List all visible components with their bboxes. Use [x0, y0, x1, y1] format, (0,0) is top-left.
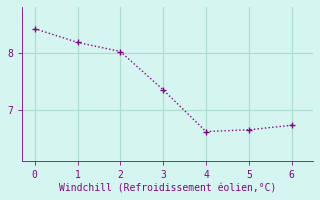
X-axis label: Windchill (Refroidissement éolien,°C): Windchill (Refroidissement éolien,°C): [59, 183, 276, 193]
